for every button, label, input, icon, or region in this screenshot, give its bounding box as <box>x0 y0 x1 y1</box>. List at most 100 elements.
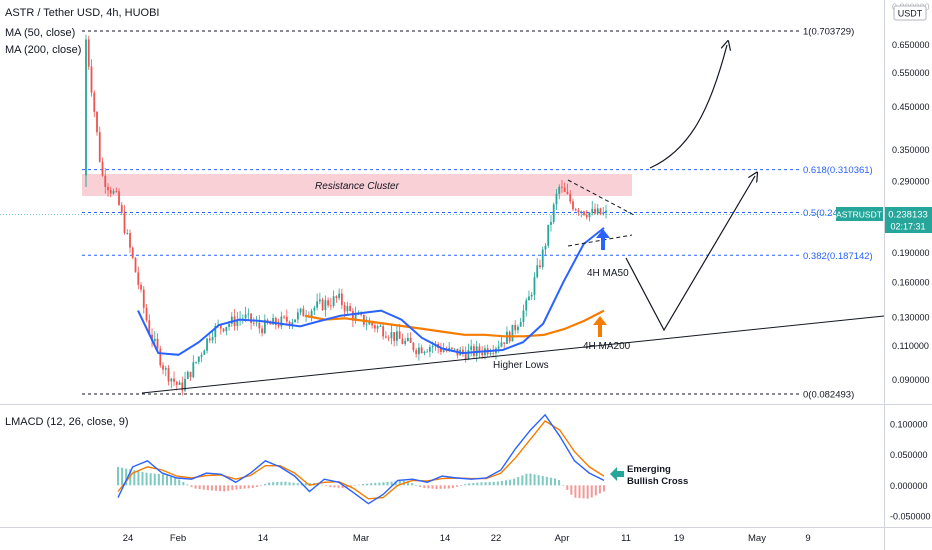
candle-body <box>552 204 555 222</box>
candle-body <box>236 319 239 327</box>
bullish-cross-label: Bullish Cross <box>627 476 688 487</box>
candle-body <box>318 299 321 302</box>
macd-hist-bar <box>398 480 401 486</box>
currency-badge[interactable] <box>893 5 927 21</box>
candle-body <box>159 348 162 366</box>
time-tick-label: Apr <box>555 533 570 544</box>
time-tick-label: Feb <box>170 533 186 544</box>
candle-body <box>285 316 288 322</box>
candle-body <box>208 338 211 341</box>
candle-body <box>107 186 109 191</box>
macd-hist-bar <box>435 485 438 489</box>
macd-hist-bar <box>129 469 132 486</box>
chart-title[interactable]: ASTR / Tether USD, 4h, HUOBI <box>5 7 159 19</box>
macd-hist-bar <box>366 483 369 486</box>
bullish-cross-arrow <box>610 467 624 481</box>
candle-body <box>288 321 291 326</box>
macd-hist-bar <box>521 475 524 486</box>
resistance-label: Resistance Cluster <box>315 181 400 192</box>
candle-body <box>184 378 186 391</box>
macd-hist-bar <box>374 482 377 486</box>
macd-hist-bar <box>451 485 454 489</box>
macd-hist-bar <box>386 481 389 486</box>
candle-body <box>206 338 208 351</box>
time-tick-label: 24 <box>123 533 134 544</box>
macd-hist-bar <box>210 485 213 491</box>
macd-hist-bar <box>353 485 356 486</box>
macd-hist-bar <box>333 485 336 488</box>
candle-body <box>500 342 503 347</box>
currency-badge-label: USDT <box>898 9 923 19</box>
candle-body <box>87 39 90 67</box>
candle-body <box>156 338 159 349</box>
macd-hist-bar <box>137 471 140 486</box>
candle-body <box>115 191 118 192</box>
macd-hist-bar <box>562 484 565 486</box>
candle-body <box>118 191 120 205</box>
indicator-ma200[interactable]: MA (200, close) <box>5 44 81 56</box>
macd-hist-bar <box>170 476 173 486</box>
candle-body <box>131 247 134 258</box>
triangle-lower <box>567 234 633 247</box>
triangle-upper <box>567 179 635 216</box>
candle-body <box>481 352 484 356</box>
candle-body <box>541 249 544 268</box>
candle-body <box>596 208 599 214</box>
macd-title[interactable]: LMACD (12, 26, close, 9) <box>5 416 129 428</box>
macd-hist-bar <box>145 472 148 486</box>
candle-body <box>343 305 346 312</box>
price-tick-label: 0.190000 <box>892 248 930 258</box>
time-tick-label: Mar <box>353 533 369 544</box>
candle-body <box>360 314 363 315</box>
candle-body <box>197 356 200 362</box>
candle-body <box>162 365 164 370</box>
candle-body <box>195 361 197 363</box>
price-tick-label: 0.290000 <box>892 177 930 187</box>
macd-hist-bar <box>431 485 434 489</box>
macd-hist-bar <box>500 480 503 486</box>
macd-hist-bar <box>264 484 267 486</box>
pullback-projection-arrow <box>625 176 755 332</box>
indicator-ma50[interactable]: MA (50, close) <box>5 27 75 39</box>
candle-body <box>605 210 607 213</box>
candle-body <box>395 331 398 341</box>
candle-body <box>368 321 371 325</box>
candle-body <box>431 345 434 348</box>
candle-body <box>321 299 324 311</box>
macd-hist-bar <box>247 485 250 489</box>
price-tick-label: 0.110000 <box>892 341 929 351</box>
candle-body <box>572 201 574 210</box>
candle-body <box>384 336 387 338</box>
candle-body <box>145 307 148 321</box>
macd-hist-bar <box>525 473 528 486</box>
candle-body <box>602 212 605 215</box>
candle-body <box>219 324 222 329</box>
candle-body <box>167 368 170 382</box>
macd-hist-bar <box>288 482 291 486</box>
candle-body <box>533 277 536 295</box>
candle-body <box>492 353 495 354</box>
candle-body <box>423 351 426 354</box>
candle-body <box>299 308 302 313</box>
candle-body <box>525 300 528 311</box>
candle-body <box>536 265 539 278</box>
candle-body <box>291 322 294 326</box>
candle-body <box>244 314 247 319</box>
candle-body <box>574 209 577 211</box>
time-tick-label: 22 <box>491 533 502 544</box>
candle-body <box>585 214 588 218</box>
candle-body <box>346 306 349 312</box>
candle-body <box>418 347 420 355</box>
macd-hist-bar <box>529 473 532 486</box>
macd-hist-bar <box>243 485 246 489</box>
macd-hist-bar <box>178 479 181 486</box>
candle-body <box>429 347 431 352</box>
candle-body <box>550 221 552 225</box>
macd-hist-bar <box>545 476 548 486</box>
candle-body <box>203 350 206 355</box>
macd-hist-bar <box>166 475 169 486</box>
price-tick-label: 0.090000 <box>892 375 930 385</box>
macd-hist-bar <box>292 482 295 486</box>
ma50-line <box>137 227 605 356</box>
candle-body <box>142 289 145 308</box>
